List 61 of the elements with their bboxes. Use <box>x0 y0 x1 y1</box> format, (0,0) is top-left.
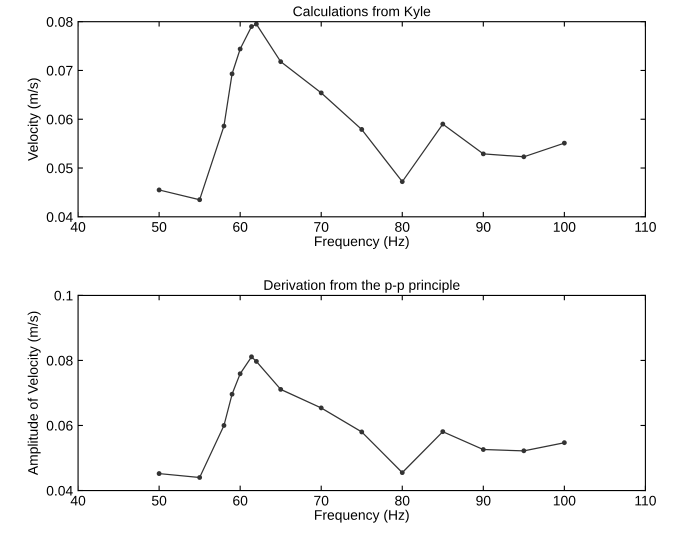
point <box>156 188 162 192</box>
point <box>238 46 243 52</box>
point <box>440 122 446 127</box>
x-tick-label: 90 <box>476 496 490 506</box>
point <box>197 475 202 480</box>
x-tick-label: 90 <box>476 222 490 232</box>
x-axis-title: Frequency (Hz) <box>315 236 409 249</box>
x-tick-label: 80 <box>395 222 410 232</box>
point <box>278 59 284 64</box>
point <box>249 24 254 29</box>
point <box>222 124 226 128</box>
point <box>440 429 446 434</box>
y-axis-title: Amplitude of Velocity (m/s) <box>28 312 41 476</box>
y-tick-label: 0.08 <box>46 17 73 27</box>
point <box>359 127 364 132</box>
x-tick-label: 40 <box>70 222 86 232</box>
point <box>359 430 364 434</box>
point <box>249 354 254 360</box>
y-tick-label: 0.04 <box>46 486 73 496</box>
x-tick-label: 70 <box>314 496 328 506</box>
x-tick-label: 40 <box>70 496 86 506</box>
y-tick-label: 0.04 <box>46 212 73 222</box>
point <box>562 440 567 446</box>
x-tick-label: 50 <box>152 496 166 506</box>
x-tick-label: 60 <box>233 496 248 506</box>
x-tick-label: 70 <box>314 222 328 232</box>
x-tick-label: 60 <box>233 222 248 232</box>
point <box>562 140 567 146</box>
y-tick-label: 0.07 <box>46 66 73 76</box>
point <box>400 179 405 184</box>
point <box>238 371 243 376</box>
x-tick-label: 80 <box>395 496 410 506</box>
point <box>230 392 234 397</box>
point <box>480 151 486 156</box>
y-axis-title: Velocity (m/s) <box>28 78 41 161</box>
point <box>278 386 284 392</box>
point <box>480 447 486 452</box>
point <box>197 197 202 202</box>
chart-title: Derivation from the p-p principle <box>264 280 460 293</box>
x-tick-label: 110 <box>635 222 656 232</box>
y-tick-label: 0.06 <box>46 420 73 431</box>
point <box>254 358 259 364</box>
y-tick-label: 0.08 <box>46 356 73 366</box>
y-tick-label: 0.06 <box>46 114 73 124</box>
point <box>318 405 324 410</box>
point <box>254 22 259 27</box>
x-tick-label: 100 <box>554 222 576 232</box>
x-tick-label: 50 <box>152 222 166 232</box>
point <box>521 154 526 160</box>
point <box>156 471 162 476</box>
x-tick-label: 110 <box>635 496 656 506</box>
point <box>318 90 324 96</box>
y-tick-label: 0.05 <box>46 163 73 174</box>
point <box>230 71 234 76</box>
point <box>400 470 405 476</box>
point <box>521 448 526 454</box>
chart-title: Calculations from Kyle <box>293 6 430 20</box>
point <box>222 423 226 428</box>
y-tick-label: 0.1 <box>54 290 73 301</box>
x-tick-label: 100 <box>554 496 576 506</box>
x-axis-title: Frequency (Hz) <box>315 510 409 523</box>
